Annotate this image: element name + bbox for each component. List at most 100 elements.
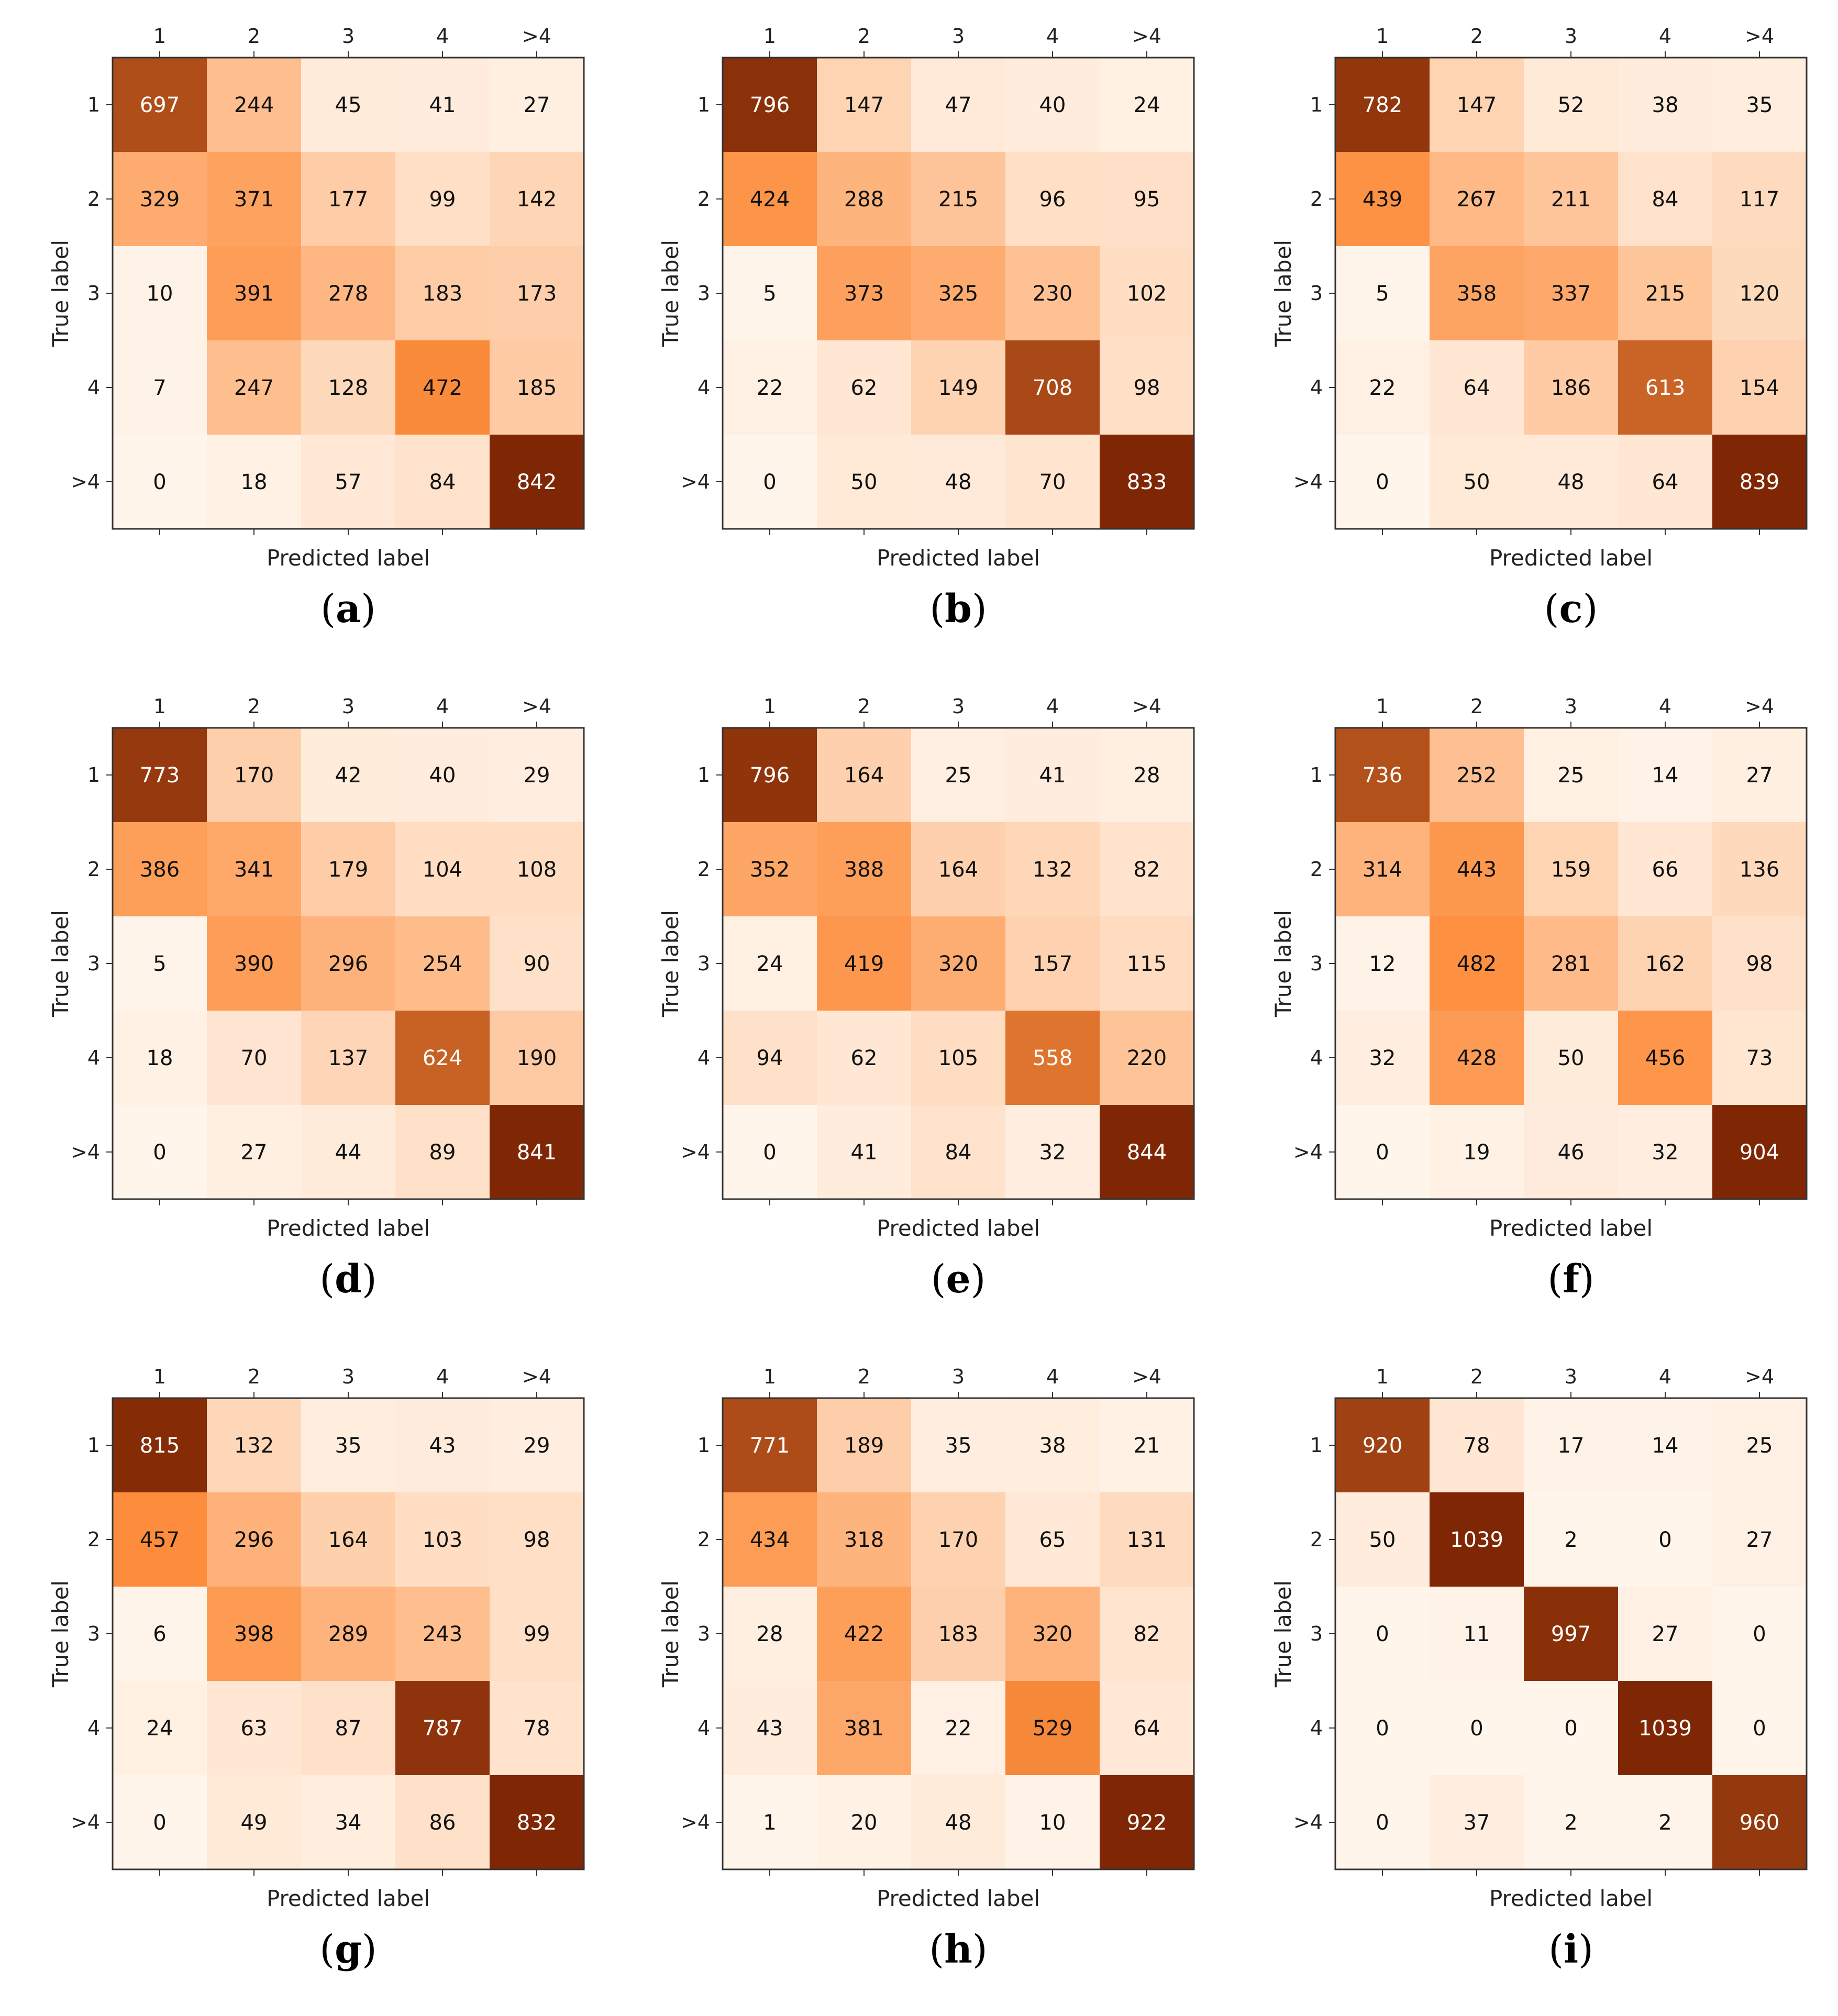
- x-tick-label: 4: [436, 25, 449, 48]
- x-axis-title: Predicted label: [267, 545, 430, 571]
- x-tick-label: 2: [1470, 25, 1483, 48]
- heatmap-cell: [301, 916, 395, 1011]
- heatmap-cell: [490, 728, 584, 822]
- cell-value-label: 42: [335, 763, 362, 788]
- cell-value-label: 154: [1740, 376, 1779, 400]
- x-tick-label: >4: [1745, 25, 1774, 48]
- heatmap-cell: [817, 728, 911, 822]
- heatmap-cell: [1430, 916, 1524, 1011]
- heatmap-cell: [911, 340, 1005, 435]
- cell-value-label: 66: [1652, 858, 1679, 882]
- heatmap-cell: [490, 152, 584, 246]
- cell-value-label: 84: [1652, 187, 1679, 212]
- heatmap-cell: [1100, 435, 1194, 529]
- heatmap-cell: [817, 435, 911, 529]
- y-tick-label: 4: [87, 1716, 100, 1740]
- heatmap-cell: [490, 1398, 584, 1492]
- cell-value-label: 278: [328, 282, 368, 306]
- heatmap-cell: [911, 1587, 1005, 1681]
- cell-value-label: 32: [1652, 1140, 1679, 1165]
- cell-value-label: 386: [140, 858, 180, 882]
- x-tick-label: 1: [763, 25, 776, 48]
- heatmap-cell: [723, 1775, 817, 1869]
- y-tick-label: 2: [87, 187, 100, 211]
- heatmap-cell: [301, 340, 395, 435]
- heatmap-cell: [113, 435, 207, 529]
- cell-value-label: 558: [1033, 1046, 1072, 1070]
- cell-value-label: 771: [750, 1434, 790, 1458]
- cell-value-label: 220: [1127, 1046, 1167, 1070]
- cell-value-label: 10: [1039, 1811, 1066, 1835]
- x-tick-label: 3: [952, 695, 965, 718]
- heatmap-cell: [911, 1681, 1005, 1775]
- heatmap-cell: [1712, 1105, 1807, 1199]
- heatmap-cell: [1712, 435, 1807, 529]
- heatmap-cell: [207, 728, 301, 822]
- cell-value-label: 159: [1551, 858, 1591, 882]
- cell-value-label: 708: [1033, 376, 1072, 400]
- cell-value-label: 131: [1127, 1528, 1167, 1552]
- heatmap-cell: [301, 1105, 395, 1199]
- cell-value-label: 482: [1457, 952, 1497, 976]
- heatmap-cell: [1005, 822, 1100, 916]
- panel-caption-letter: e: [946, 1257, 971, 1302]
- heatmap-cell: [817, 246, 911, 340]
- heatmap-cell: [1100, 1011, 1194, 1105]
- cell-value-label: 0: [1470, 1716, 1483, 1741]
- cell-value-label: 325: [938, 282, 978, 306]
- cell-value-label: 5: [763, 282, 776, 306]
- panel-caption-letter: h: [944, 1927, 972, 1972]
- y-tick-label: 1: [87, 763, 100, 787]
- x-tick-label: 4: [1046, 25, 1059, 48]
- x-tick-label: >4: [1745, 1365, 1774, 1388]
- heatmap-cell: [1618, 1492, 1712, 1587]
- x-axis-title: Predicted label: [267, 1886, 430, 1911]
- heatmap-cell: [395, 1105, 490, 1199]
- heatmap-cell: [1524, 152, 1618, 246]
- cell-value-label: 24: [147, 1716, 173, 1741]
- cell-value-label: 50: [851, 470, 878, 494]
- heatmap-cell: [911, 1105, 1005, 1199]
- cell-value-label: 736: [1363, 763, 1402, 788]
- heatmap-cell: [1100, 340, 1194, 435]
- y-axis-title: True label: [48, 1580, 73, 1688]
- heatmap-cell: [1430, 340, 1524, 435]
- cell-value-label: 0: [153, 470, 166, 494]
- heatmap-cell: [207, 152, 301, 246]
- heatmap-cell: [395, 246, 490, 340]
- heatmap-cell: [301, 1398, 395, 1492]
- heatmap-cell: [490, 1492, 584, 1587]
- cell-value-label: 920: [1363, 1434, 1402, 1458]
- y-tick-label: 1: [1310, 1434, 1323, 1457]
- cell-value-label: 27: [1746, 763, 1773, 788]
- cell-value-label: 136: [1740, 858, 1779, 882]
- x-axis-title: Predicted label: [877, 1886, 1040, 1911]
- x-tick-label: 2: [248, 695, 260, 718]
- heatmap-cell: [817, 1681, 911, 1775]
- heatmap-cell: [207, 1011, 301, 1105]
- cell-value-label: 35: [945, 1434, 972, 1458]
- cell-value-label: 390: [234, 952, 274, 976]
- cell-value-label: 34: [335, 1811, 362, 1835]
- y-tick-label: 1: [697, 763, 710, 787]
- cell-value-label: 0: [1753, 1716, 1766, 1741]
- cell-value-label: 65: [1039, 1528, 1066, 1552]
- heatmap-cell: [911, 435, 1005, 529]
- cell-value-label: 22: [1369, 376, 1396, 400]
- heatmap-cell: [1430, 728, 1524, 822]
- heatmap-cell: [1712, 1011, 1807, 1105]
- cell-value-label: 844: [1127, 1140, 1167, 1165]
- heatmap-cell: [1005, 58, 1100, 152]
- x-tick-label: 1: [1376, 695, 1389, 718]
- confusion-matrix-f: 736 252 25 14 27 314 443 159 66 136 12 482 281 162 98 3…: [1241, 681, 1838, 1346]
- panel-caption-letter: i: [1563, 1927, 1579, 1972]
- heatmap-cell: [1430, 1011, 1524, 1105]
- heatmap-cell: [1100, 1398, 1194, 1492]
- cell-value-label: 842: [517, 470, 557, 494]
- panel-caption: (i): [1548, 1927, 1593, 1972]
- heatmap-cell: [1335, 340, 1430, 435]
- heatmap-cell: [113, 1681, 207, 1775]
- heatmap-cell: [1524, 435, 1618, 529]
- heatmap-cell: [395, 1011, 490, 1105]
- y-tick-label: 3: [697, 952, 710, 975]
